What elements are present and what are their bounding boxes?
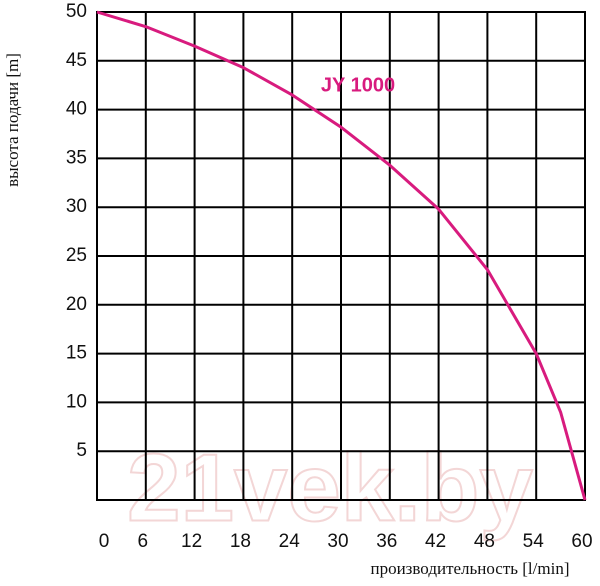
curve	[96, 10, 587, 501]
y-tick-label: 30	[66, 196, 87, 217]
x-tick-label: 30	[327, 531, 348, 552]
x-tick-label: 6	[138, 531, 149, 552]
x-tick-label: 36	[376, 531, 397, 552]
y-tick-label: 15	[66, 343, 87, 364]
y-tick-label: 5	[76, 440, 87, 461]
y-tick-label: 35	[66, 147, 87, 168]
x-tick-label: 42	[425, 531, 446, 552]
y-tick-label: 45	[66, 50, 87, 71]
x-tick-label: 0	[99, 531, 110, 552]
series-label: JY 1000	[321, 74, 395, 96]
y-tick-label: 50	[66, 1, 87, 22]
y-axis-title: высота подачи [m]	[3, 53, 22, 187]
y-tick-label: 40	[66, 99, 87, 120]
x-tick-label: 18	[230, 531, 251, 552]
y-tick-label: 10	[66, 391, 87, 412]
y-tick-label: 25	[66, 245, 87, 266]
x-tick-label: 60	[571, 531, 592, 552]
x-tick-label: 54	[523, 531, 545, 552]
x-tick-label: 12	[181, 531, 202, 552]
y-tick-label: 20	[66, 294, 87, 315]
x-tick-label: 48	[474, 531, 495, 552]
x-tick-label: 24	[279, 531, 301, 552]
x-axis-title: производительность [l/min]	[370, 559, 569, 578]
